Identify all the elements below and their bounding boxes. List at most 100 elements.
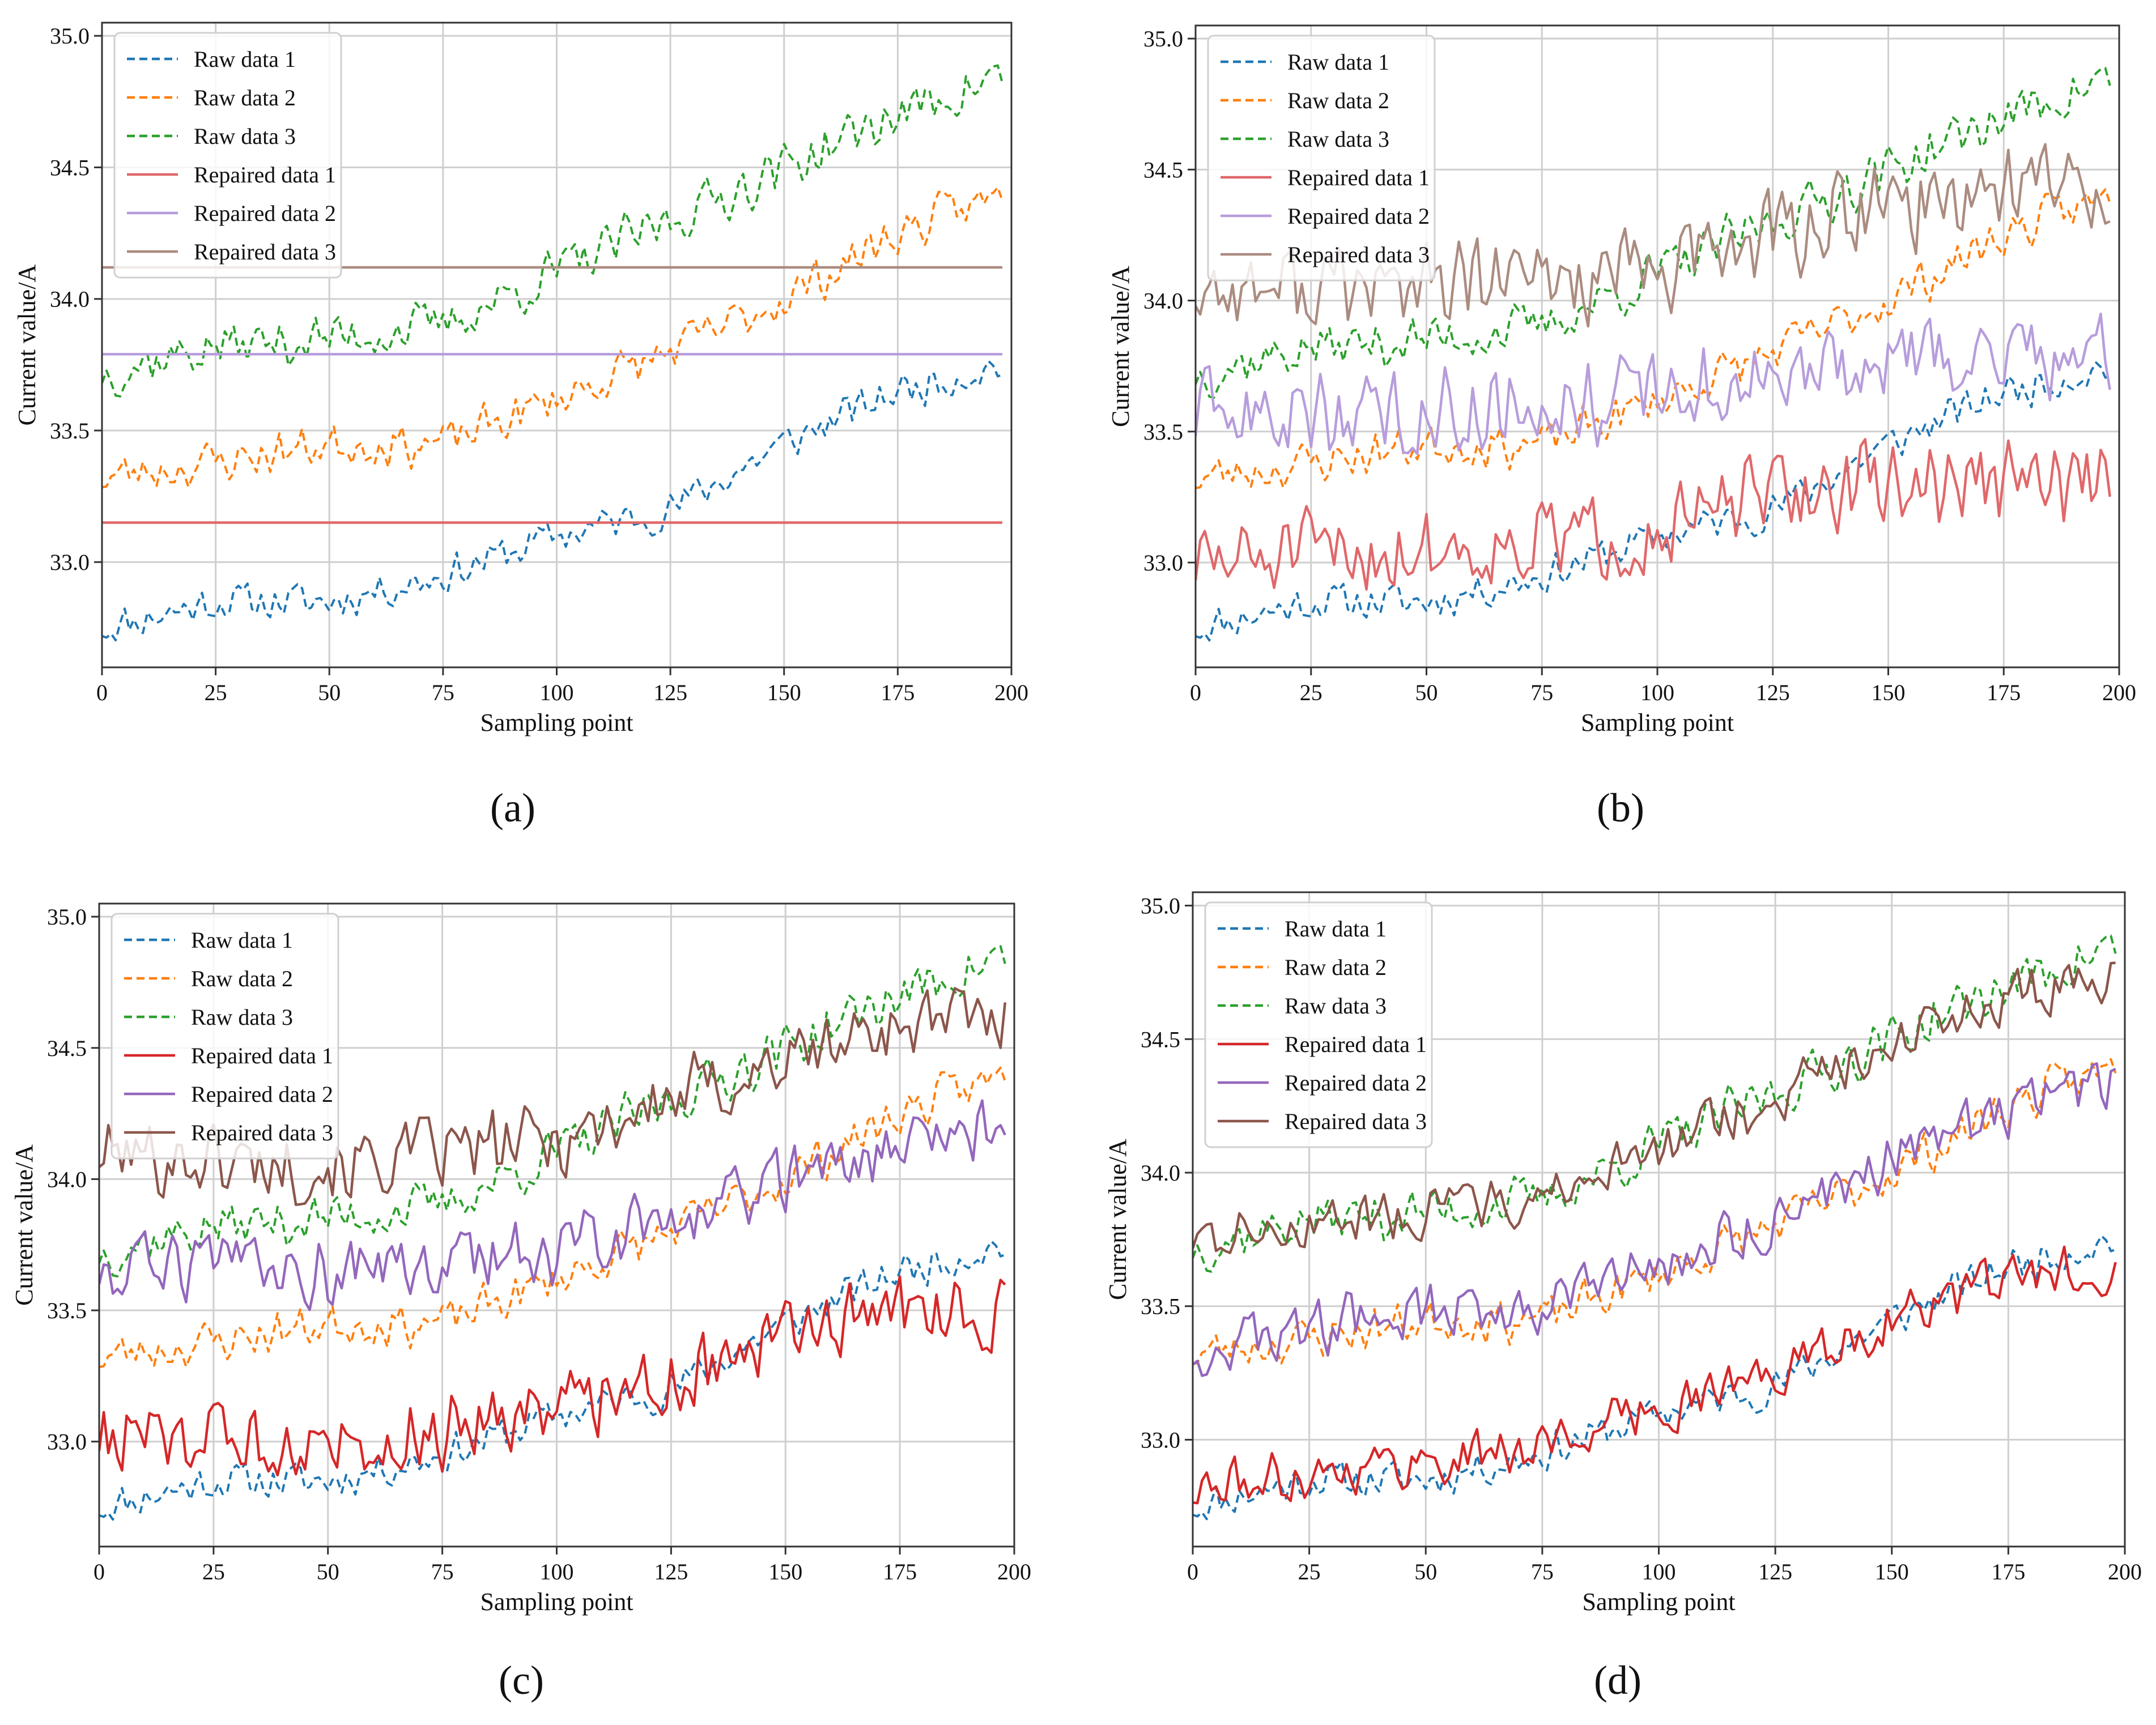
series-line-repaired-data-1 [99,1275,1006,1477]
y-tick-label: 33.5 [50,418,90,444]
legend-label: Raw data 1 [1287,49,1389,75]
chart-panel-2: 0 25 50 75 100 125 150 175 200 33.0 33.5 34.0 34.5 35… [1107,24,2136,830]
legend: Raw data 1 Raw data 2 Raw data 3 Repaired d… [1204,901,1433,1148]
x-tick-label: 0 [93,1559,105,1585]
x-tick-label: 175 [1991,1559,2025,1585]
plot-frame [101,22,1013,668]
legend-box [113,32,342,279]
y-tick-label: 35.0 [47,904,87,930]
chart-panel-3: 0 25 50 75 100 125 150 175 200 33.0 33.5 34.0 34.5 35… [10,902,1031,1703]
legend: Raw data 1 Raw data 2 Raw data 3 Repaired d… [1207,35,1436,282]
legend: Raw data 1 Raw data 2 Raw data 3 Repaired d… [113,32,342,279]
series-line-raw-data-1 [1196,361,2111,642]
series-line-repaired-data-3 [1196,143,2111,328]
x-tick-label: 100 [540,680,574,705]
x-tick-label: 150 [768,1559,802,1585]
legend-label: Raw data 2 [1285,955,1387,980]
x-tick-label: 25 [1298,1559,1321,1585]
legend-label: Raw data 3 [191,1004,293,1030]
series-line-repaired-data-2 [1193,1062,2116,1377]
x-tick-label: 50 [317,1559,339,1585]
series-group [1196,67,2111,642]
chart-panel-4: 0 25 50 75 100 125 150 175 200 33.0 33.5 34.0 34.5 35… [1104,891,2142,1703]
series-line-raw-data-2 [99,1066,1006,1368]
legend-label: Repaired data 2 [1285,1070,1427,1096]
x-tick-label: 50 [1414,1559,1437,1585]
y-tick-label: 34.5 [50,155,90,180]
series-line-repaired-data-3 [1193,961,2116,1254]
x-tick-label: 200 [997,1559,1031,1585]
y-tick-label: 35.0 [1141,893,1180,919]
legend-label: Raw data 2 [194,85,296,110]
x-tick-label: 100 [1640,680,1674,705]
x-tick-label: 100 [1642,1559,1676,1585]
series-line-raw-data-3 [1193,934,2117,1273]
legend-label: Repaired data 1 [1285,1032,1427,1057]
x-tick-label: 125 [1758,1559,1792,1585]
series-line-repaired-data-2 [99,1099,1006,1311]
panel-label: (b) [1597,785,1644,830]
x-tick-label: 25 [202,1559,225,1585]
y-tick-label: 34.5 [47,1036,87,1061]
x-tick-label: 25 [1300,680,1322,705]
x-tick-label: 175 [1987,680,2021,705]
legend-label: Repaired data 1 [191,1043,333,1068]
series-line-repaired-data-1 [1196,438,2111,591]
x-tick-label: 175 [883,1559,917,1585]
x-tick-label: 200 [2108,1559,2142,1585]
series-line-repaired-data-2 [1196,312,2111,455]
legend-box [1204,901,1433,1148]
y-tick-label: 33.5 [47,1298,87,1323]
x-tick-label: 75 [1530,680,1553,705]
series-line-raw-data-3 [99,945,1006,1277]
legend-label: Raw data 1 [194,46,296,72]
x-tick-label: 75 [1531,1559,1554,1585]
x-tick-label: 0 [96,680,108,705]
x-tick-label: 100 [540,1559,574,1585]
legend: Raw data 1 Raw data 2 Raw data 3 Repaired d… [110,913,339,1160]
x-axis-label: Sampling point [1581,709,1734,736]
legend-label: Repaired data 1 [194,162,336,188]
series-group [1193,934,2117,1520]
x-axis-label: Sampling point [480,709,633,736]
legend-label: Raw data 1 [1285,916,1387,942]
legend-box [110,913,339,1160]
legend-label: Repaired data 1 [1287,165,1430,190]
series-group [102,64,1003,642]
y-axis-label: Current value/A [13,264,41,425]
series-line-raw-data-2 [1196,188,2111,489]
x-axis-label: Sampling point [1582,1588,1735,1616]
y-tick-label: 34.5 [1141,1027,1180,1052]
y-tick-label: 35.0 [1143,26,1183,52]
x-axis-label: Sampling point [480,1588,633,1616]
legend-label: Raw data 3 [194,123,296,149]
legend-label: Repaired data 3 [194,239,336,265]
y-tick-label: 33.0 [50,550,90,575]
chart-panel-1: 0 25 50 75 100 125 150 175 200 33.0 33.5 34.0 34.5 35… [13,22,1028,830]
legend-label: Repaired data 3 [1285,1109,1427,1134]
y-tick-label: 33.0 [47,1429,87,1455]
legend-label: Repaired data 2 [194,201,336,226]
x-tick-label: 150 [767,680,801,705]
legend-label: Repaired data 3 [1287,242,1430,267]
x-tick-label: 150 [1872,680,1906,705]
panel-label: (c) [499,1658,544,1703]
x-tick-label: 125 [653,680,687,705]
x-tick-label: 50 [318,680,341,705]
x-tick-label: 125 [1756,680,1790,705]
plot-frame [1192,891,2126,1548]
x-tick-label: 200 [2102,680,2136,705]
plot-frame [1194,24,2120,668]
x-tick-label: 50 [1415,680,1438,705]
series-line-raw-data-3 [102,64,1003,398]
x-tick-label: 75 [431,1559,454,1585]
legend-label: Raw data 3 [1285,993,1387,1019]
series-line-raw-data-1 [1193,1234,2116,1520]
legend-box [1207,35,1436,282]
y-tick-label: 34.0 [47,1166,87,1192]
x-tick-label: 0 [1190,680,1201,705]
legend-label: Repaired data 2 [1287,203,1430,229]
y-tick-label: 33.5 [1143,419,1183,445]
x-tick-label: 0 [1187,1559,1198,1585]
y-tick-label: 34.0 [50,287,90,312]
